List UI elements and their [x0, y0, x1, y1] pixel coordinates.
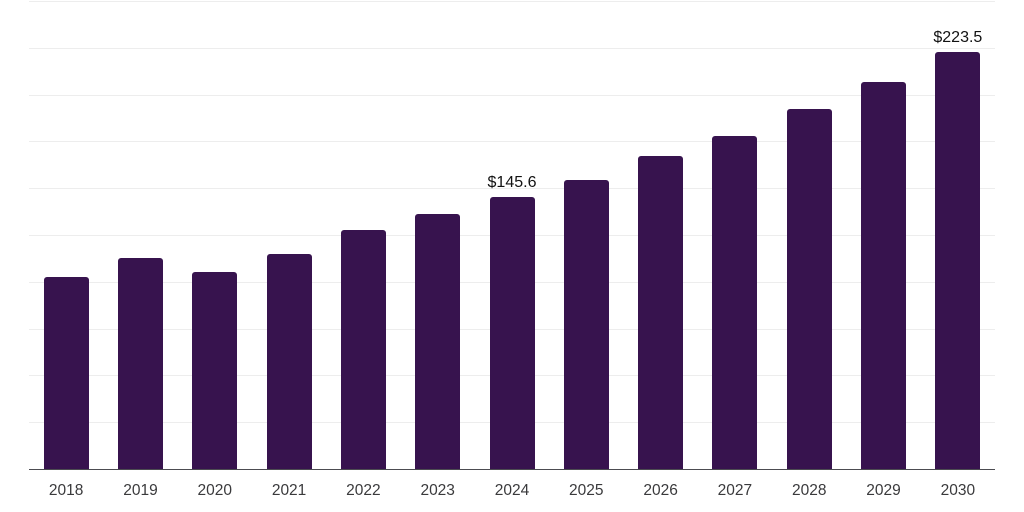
bar-2025 [563, 179, 609, 470]
bar-2021 [266, 254, 312, 470]
bar-2029 [861, 82, 907, 470]
x-tick-label-2018: 2018 [48, 482, 84, 499]
x-tick-row: 2018 2019 2020 2021 2022 2023 2024 2025 2026 2027… [29, 470, 995, 512]
x-tick-label-2023: 2023 [420, 482, 455, 499]
x-axis-line [29, 469, 995, 470]
gridline [29, 188, 995, 190]
bars-layer: $145.6 $223.5 [29, 2, 995, 470]
gridline [29, 141, 995, 143]
x-tick-label-2019: 2019 [123, 482, 158, 499]
gridline [29, 1, 995, 2]
bar-2026 [638, 156, 684, 470]
x-tick-label-2030: 2030 [940, 482, 976, 499]
x-tick-label-2028: 2028 [791, 482, 827, 499]
bar-2030: $223.5 [933, 29, 982, 470]
bar-2019 [117, 258, 163, 470]
x-tick-label-2027: 2027 [717, 482, 753, 499]
x-tick-label-2025: 2025 [569, 482, 604, 499]
bar-2023 [415, 214, 461, 470]
x-tick-label-2029: 2029 [866, 482, 901, 499]
bar-2020 [192, 271, 238, 470]
bar-2028 [786, 109, 832, 470]
bar-2022 [340, 230, 386, 470]
value-label-2024: $145.6 [487, 174, 537, 192]
gridline [29, 47, 995, 49]
gridline [29, 94, 995, 96]
value-label-2030: $223.5 [933, 28, 983, 46]
plot-area: $145.6 $223.5 [29, 1, 995, 470]
x-tick-label-2026: 2026 [643, 482, 678, 499]
x-tick-label-2021: 2021 [271, 482, 307, 499]
bar-2024: $145.6 [488, 175, 536, 470]
x-tick-label-2022: 2022 [346, 482, 381, 499]
x-tick-label-2024: 2024 [494, 482, 530, 499]
x-tick-label-2020: 2020 [197, 482, 233, 499]
bar-2018 [43, 276, 89, 470]
bar-2027 [712, 136, 758, 470]
